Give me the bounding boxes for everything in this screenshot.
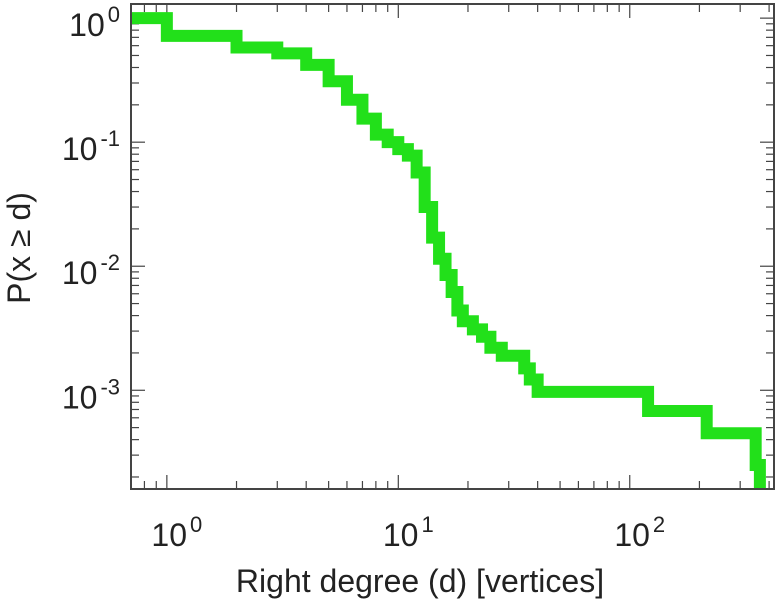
plot-frame [130, 3, 775, 490]
y-axis-label: P(x ≥ d) [1, 192, 37, 304]
x-axis-label: Right degree (d) [vertices] [236, 563, 604, 599]
series-line-0 [131, 12, 766, 489]
y-tick-label: 10 0 [69, 2, 120, 43]
series-layer [131, 12, 766, 489]
y-tick-label: 10 -3 [62, 374, 120, 415]
x-tick-label: 10 1 [383, 512, 434, 553]
tick-marks [130, 4, 774, 489]
y-tick-label: 10 -1 [62, 126, 120, 167]
x-tick-labels: 10 0 10 1 10 2 [151, 512, 665, 553]
y-tick-label: 10 -2 [62, 250, 120, 291]
x-tick-label: 10 0 [151, 512, 202, 553]
x-tick-label: 10 2 [614, 512, 665, 553]
